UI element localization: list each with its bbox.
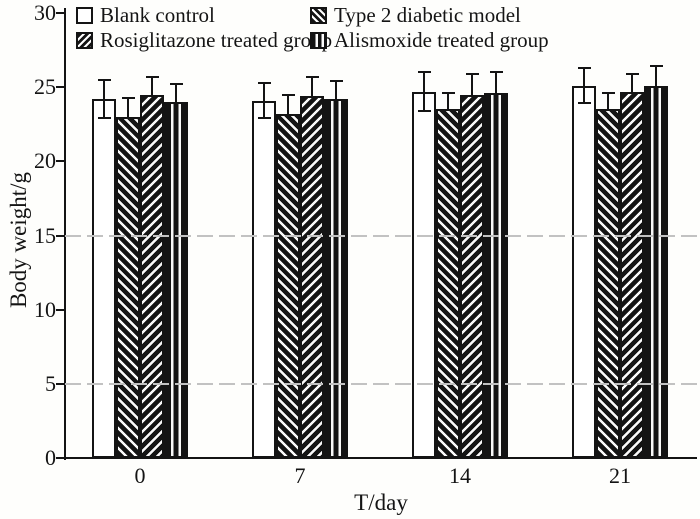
legend-label: Alismoxide treated group xyxy=(334,28,549,52)
bar-fwd-hatch-day-21 xyxy=(620,91,644,458)
back-hatch-swatch-icon xyxy=(310,7,327,24)
chart-legend: Blank control Type 2 diabetic model Rosi… xyxy=(76,3,549,53)
bar-vertical-stripe-day-21 xyxy=(644,85,668,458)
error-bar-cap-top xyxy=(465,72,479,75)
y-tick-label: 15 xyxy=(34,222,56,248)
y-tick-label: 30 xyxy=(34,0,56,25)
error-bar-cap-top xyxy=(169,83,183,86)
y-tick-mark xyxy=(56,308,64,311)
error-bar-cap-top xyxy=(577,66,591,69)
bar-blank-day-7 xyxy=(252,100,276,458)
fwd-hatch-swatch-icon xyxy=(76,32,93,49)
y-tick-label: 20 xyxy=(34,148,56,174)
x-tick-label: 14 xyxy=(449,463,471,488)
x-tick-label: 7 xyxy=(294,463,306,488)
x-tick-label: 21 xyxy=(609,463,631,488)
bar-fwd-hatch-day-14 xyxy=(460,94,484,458)
error-bar-cap-top xyxy=(121,96,135,99)
y-tick-mark xyxy=(56,234,64,237)
y-tick-label: 25 xyxy=(34,74,56,100)
error-bar-line xyxy=(471,73,473,95)
y-tick-mark xyxy=(56,12,64,14)
error-bar-cap-bottom xyxy=(577,102,591,105)
error-bar-line xyxy=(127,97,129,117)
y-axis-line xyxy=(64,8,66,460)
y-tick-label: 10 xyxy=(34,296,56,322)
legend-label: Rosiglitazone treated group xyxy=(100,28,333,52)
bar-vertical-stripe-day-7 xyxy=(324,99,348,458)
error-bar-cap-top xyxy=(601,92,615,95)
x-axis-line xyxy=(64,457,697,459)
blank-control-swatch-icon xyxy=(76,7,93,24)
bar-fwd-hatch-day-0 xyxy=(140,94,164,458)
legend-item-blank-control: Blank control xyxy=(76,3,310,28)
legend-item-rosiglitazone: Rosiglitazone treated group xyxy=(76,28,332,53)
error-bar-cap-top xyxy=(257,81,271,84)
bar-vertical-stripe-day-0 xyxy=(164,102,188,458)
legend-label: Type 2 diabetic model xyxy=(334,3,521,27)
vertical-stripe-swatch-icon xyxy=(310,32,327,49)
error-bar-cap-top xyxy=(441,92,455,95)
error-bar-line xyxy=(583,67,585,104)
bar-blank-day-14 xyxy=(412,91,436,458)
error-bar-cap-top xyxy=(649,65,663,68)
bar-back-hatch-day-0 xyxy=(116,116,140,458)
x-axis-title: T/day xyxy=(354,490,408,515)
faint-guide-line xyxy=(65,234,697,237)
error-bar-line xyxy=(263,82,265,119)
bar-back-hatch-day-21 xyxy=(596,109,620,458)
y-tick-mark xyxy=(56,457,64,459)
error-bar-line xyxy=(151,76,153,95)
error-bar-line xyxy=(607,93,609,110)
error-bar-line xyxy=(423,72,425,111)
bar-blank-day-0 xyxy=(92,99,116,458)
y-tick-mark xyxy=(56,86,64,89)
x-tick-label: 0 xyxy=(134,463,146,488)
y-tick-mark xyxy=(56,382,64,385)
error-bar-cap-top xyxy=(489,71,503,74)
bar-blank-day-21 xyxy=(572,85,596,458)
bar-fwd-hatch-day-7 xyxy=(300,96,324,458)
faint-guide-line xyxy=(65,382,697,385)
bar-back-hatch-day-14 xyxy=(436,109,460,458)
error-bar-cap-top xyxy=(417,71,431,74)
error-bar-line xyxy=(631,73,633,92)
legend-item-alismoxide: Alismoxide treated group xyxy=(310,28,549,53)
error-bar-cap-top xyxy=(305,75,319,78)
legend-label: Blank control xyxy=(100,3,215,27)
error-bar-cap-top xyxy=(97,78,111,81)
bar-vertical-stripe-day-14 xyxy=(484,93,508,458)
bar-back-hatch-day-7 xyxy=(276,113,300,458)
error-bar-line xyxy=(655,66,657,86)
error-bar-cap-top xyxy=(329,80,343,83)
legend-item-type2-diabetic-model: Type 2 diabetic model xyxy=(310,3,549,28)
error-bar-cap-top xyxy=(625,72,639,75)
y-tick-label: 5 xyxy=(45,370,56,396)
error-bar-line xyxy=(495,72,497,94)
error-bar-line xyxy=(311,76,313,97)
error-bar-line xyxy=(175,84,177,102)
error-bar-line xyxy=(335,81,337,100)
error-bar-cap-bottom xyxy=(417,109,431,112)
error-bar-cap-bottom xyxy=(97,117,111,120)
y-tick-mark xyxy=(56,160,64,163)
error-bar-cap-bottom xyxy=(257,117,271,120)
error-bar-line xyxy=(103,79,105,119)
y-tick-label: 0 xyxy=(45,445,56,470)
error-bar-cap-top xyxy=(281,93,295,96)
error-bar-line xyxy=(447,93,449,110)
error-bar-cap-top xyxy=(145,75,159,78)
error-bar-line xyxy=(287,94,289,114)
